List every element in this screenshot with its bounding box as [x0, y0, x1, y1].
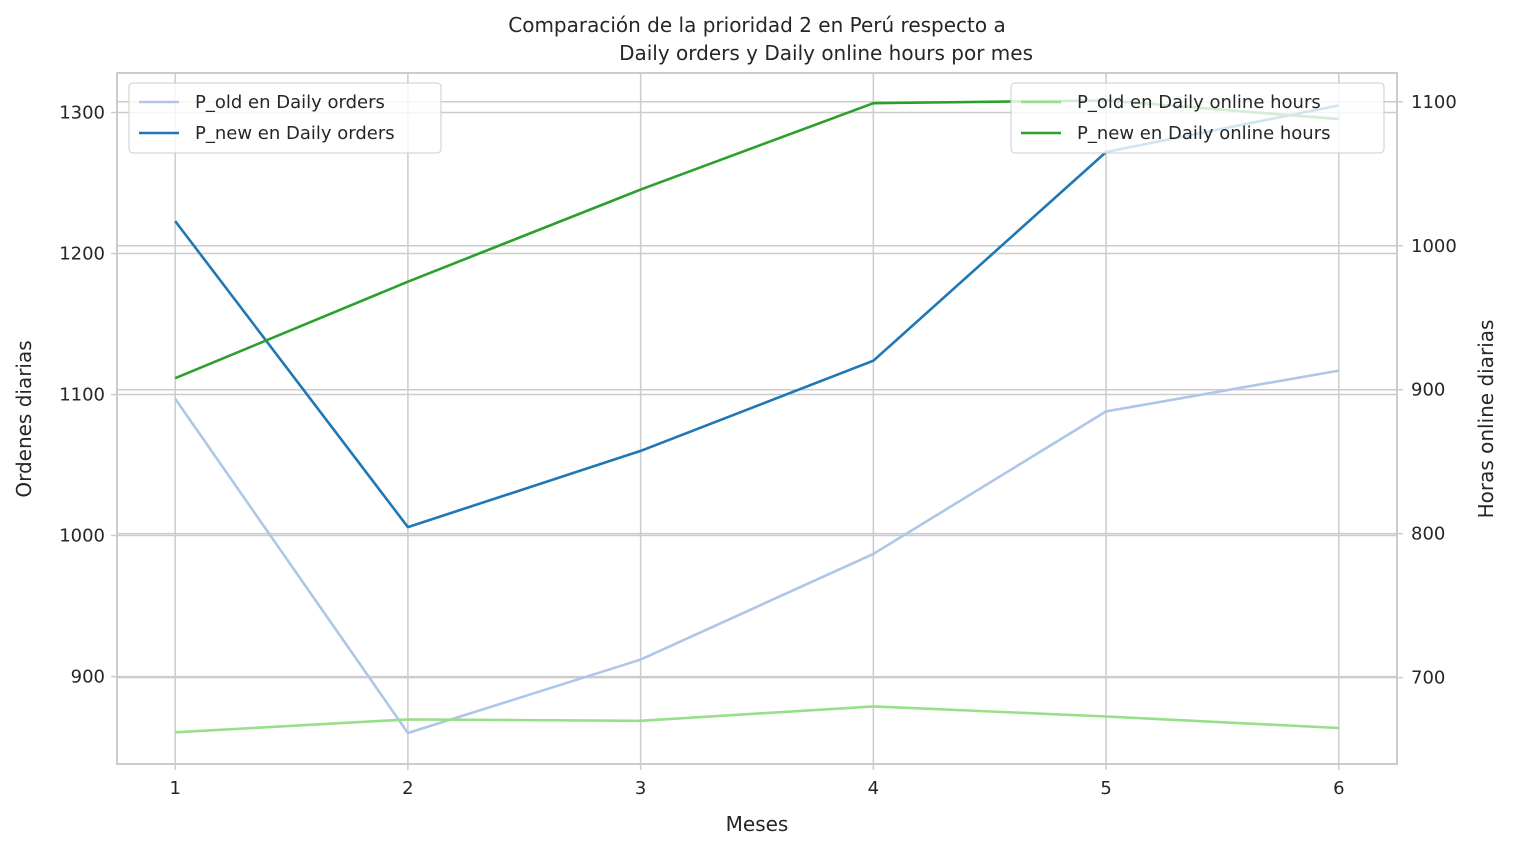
y-left-tick-label-1: 1000 [59, 526, 105, 547]
y-right-tick-label-3: 1000 [1411, 236, 1457, 257]
legend-right-label-0: P_old en Daily online hours [1077, 92, 1321, 113]
x-tick-label-2: 3 [635, 778, 646, 799]
legend-right: P_old en Daily online hours P_new en Dail… [1010, 82, 1385, 154]
chart-title-line-1: Comparación de la prioridad 2 en Perú re… [508, 13, 1005, 37]
series-line-orders-0 [174, 369, 1340, 735]
series-line-hours-0 [175, 705, 1339, 734]
x-axis-label: Meses [726, 812, 789, 836]
y-right-tick-label-0: 700 [1411, 668, 1445, 689]
series-line-orders-1 [174, 104, 1340, 529]
y-axis-right-label: Horas online diarias [1474, 320, 1498, 519]
grid [117, 73, 1397, 764]
legend-left-label-1: P_new en Daily orders [195, 123, 395, 144]
series-lines [174, 99, 1340, 735]
x-tick-label-5: 6 [1333, 778, 1344, 799]
y-right-tick-label-4: 1100 [1411, 92, 1457, 113]
plot-frame [116, 72, 1398, 765]
y-left-tick-label-2: 1100 [59, 385, 105, 406]
y-left-tick-label-0: 900 [71, 667, 105, 688]
chart-title-line-2: Daily orders y Daily online hours por me… [619, 41, 1033, 65]
y-left-tick-label-3: 1200 [59, 244, 105, 265]
x-tick-label-1: 2 [402, 778, 413, 799]
ticks: 1 2 3 4 5 6 900 1000 1100 1200 1300 700 800 900 1000 11… [59, 92, 1457, 799]
y-axis-left-label: Ordenes diarias [12, 340, 36, 497]
x-tick-label-4: 5 [1100, 778, 1111, 799]
x-tick-label-0: 1 [169, 778, 180, 799]
legend-right-label-1: P_new en Daily online hours [1077, 123, 1331, 144]
y-left-tick-label-4: 1300 [59, 102, 105, 123]
legend-right-box [1010, 82, 1385, 154]
y-right-tick-label-2: 900 [1411, 380, 1445, 401]
y-right-tick-label-1: 800 [1411, 524, 1445, 545]
legend-left-box [128, 82, 442, 154]
x-tick-label-3: 4 [868, 778, 879, 799]
legend-left: P_old en Daily orders P_new en Daily orde… [128, 82, 442, 154]
legend-left-label-0: P_old en Daily orders [195, 92, 385, 113]
